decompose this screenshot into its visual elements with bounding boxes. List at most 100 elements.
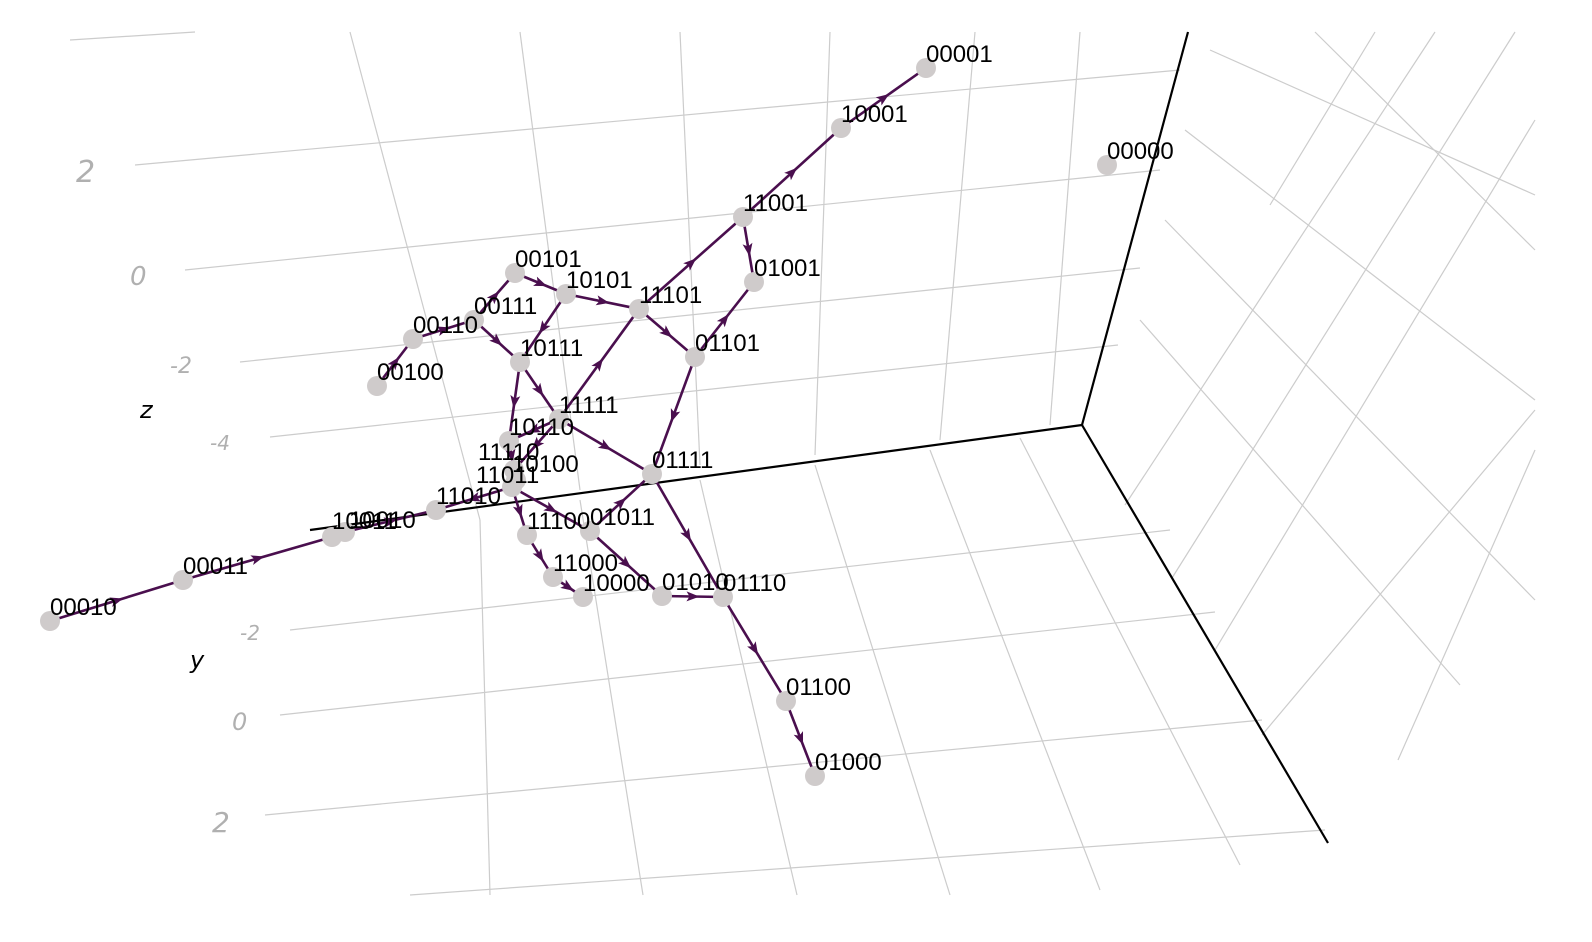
edge-arrowhead xyxy=(387,356,400,371)
edge-arrowhead xyxy=(383,517,398,528)
node-label: 01011 xyxy=(590,504,655,531)
node-label: 01000 xyxy=(815,749,882,776)
graph-node xyxy=(464,310,484,330)
graph-node xyxy=(685,347,705,367)
vertical-axis-line xyxy=(1080,31,1190,426)
node-label: 01111 xyxy=(652,447,713,474)
graph-node xyxy=(173,570,193,590)
edge-arrowhead xyxy=(510,394,521,409)
graph-node xyxy=(40,611,60,631)
node-label: 10000 xyxy=(583,570,650,597)
graph-node xyxy=(831,118,851,138)
graph-node xyxy=(556,284,576,304)
graph-node xyxy=(744,272,764,292)
y-axis-ticks: -2 0 2 xyxy=(212,621,260,839)
right-wall-grid xyxy=(1124,31,1536,761)
z-axis-ticks: 2 0 -2 -4 xyxy=(76,155,230,455)
z-tick: 2 xyxy=(76,155,95,190)
edge-arrowhead xyxy=(784,167,798,181)
graph-node xyxy=(652,586,672,606)
node-label: 01100 xyxy=(786,674,851,701)
edge-arrowhead xyxy=(683,258,697,271)
graph-node xyxy=(499,431,519,451)
graph-node xyxy=(506,470,526,490)
node-label: 10111 xyxy=(520,335,583,362)
graph-node xyxy=(629,299,649,319)
z-tick: 0 xyxy=(130,262,147,292)
node-label: 11011 xyxy=(476,462,539,489)
edge-arrowhead xyxy=(742,242,753,257)
edge-arrowhead xyxy=(591,358,604,372)
edge-arrowhead xyxy=(250,555,265,565)
z-axis-title: z xyxy=(139,396,154,424)
edge-arrowhead xyxy=(436,326,451,337)
edge-arrowhead xyxy=(531,382,544,397)
graph-node xyxy=(322,527,342,547)
z-tick: -2 xyxy=(170,354,192,379)
node-label: 01001 xyxy=(754,255,821,282)
node-label: 10110 xyxy=(509,414,574,441)
edge-arrowhead xyxy=(543,501,558,513)
graph-node xyxy=(1097,155,1117,175)
node-label: 00010 xyxy=(50,594,117,621)
node-label: 00001 xyxy=(926,41,993,68)
y-tick: 0 xyxy=(232,708,247,736)
graph-node xyxy=(510,352,530,372)
graph-node xyxy=(517,525,537,545)
edge-arrowhead xyxy=(532,548,544,562)
node-label: 11110 xyxy=(478,439,539,466)
graph-node xyxy=(426,500,446,520)
node-label: 10011 xyxy=(332,508,397,535)
edge-arrowhead xyxy=(680,527,691,542)
edge-arrowhead xyxy=(505,448,516,463)
edge-arrowhead xyxy=(486,291,500,305)
edge-arrowhead xyxy=(613,497,627,511)
y-axis-title: y xyxy=(189,646,205,674)
graph-node xyxy=(549,409,569,429)
node-label: 11010 xyxy=(436,483,501,510)
node-label: 00011 xyxy=(183,553,248,580)
node-label: 10100 xyxy=(512,451,579,478)
floor-right-axis-line xyxy=(1081,424,1329,844)
edge-arrowhead xyxy=(659,325,673,338)
edge-arrowhead xyxy=(793,731,804,746)
edge-arrowhead xyxy=(597,439,612,451)
node-label: 00101 xyxy=(515,246,582,273)
node-label: 11001 xyxy=(743,190,808,217)
node-label: 10001 xyxy=(841,101,908,128)
edge-arrowhead xyxy=(670,408,681,423)
edge-arrowhead xyxy=(618,555,632,569)
graph-node xyxy=(805,766,825,786)
edge-arrowhead xyxy=(539,320,551,334)
graph-node xyxy=(367,376,387,396)
z-tick: -4 xyxy=(210,431,230,455)
graph-node xyxy=(505,263,525,283)
node-label: 00110 xyxy=(413,312,478,339)
edge-arrowhead xyxy=(747,641,759,655)
graph-node xyxy=(713,587,733,607)
edge-arrowhead xyxy=(531,436,545,450)
edge-arrowhead xyxy=(467,491,482,502)
back-wall-grid xyxy=(69,31,1181,521)
edge-arrowhead xyxy=(560,579,574,591)
node-label: 01101 xyxy=(695,330,760,357)
edge-arrowhead xyxy=(533,276,547,287)
node-label: 10101 xyxy=(566,267,633,294)
edge-arrowhead xyxy=(595,295,610,306)
edge-arrowhead xyxy=(686,591,700,602)
y-tick: 2 xyxy=(212,806,230,839)
node-label: 00100 xyxy=(377,359,444,386)
edge-arrowhead xyxy=(527,423,542,433)
node-label: 00000 xyxy=(1107,138,1174,165)
node-layer: 0000110001000001100101001001011010111101… xyxy=(40,41,1174,786)
edge-layer xyxy=(49,66,927,777)
node-label: 11100 xyxy=(527,508,590,535)
graph-node xyxy=(916,58,936,78)
node-label: 01110 xyxy=(723,570,786,597)
edge-arrowhead xyxy=(716,313,729,328)
graph-node xyxy=(573,587,593,607)
graph-node xyxy=(403,329,423,349)
node-label: 11111 xyxy=(559,392,619,419)
graph-node xyxy=(580,521,600,541)
